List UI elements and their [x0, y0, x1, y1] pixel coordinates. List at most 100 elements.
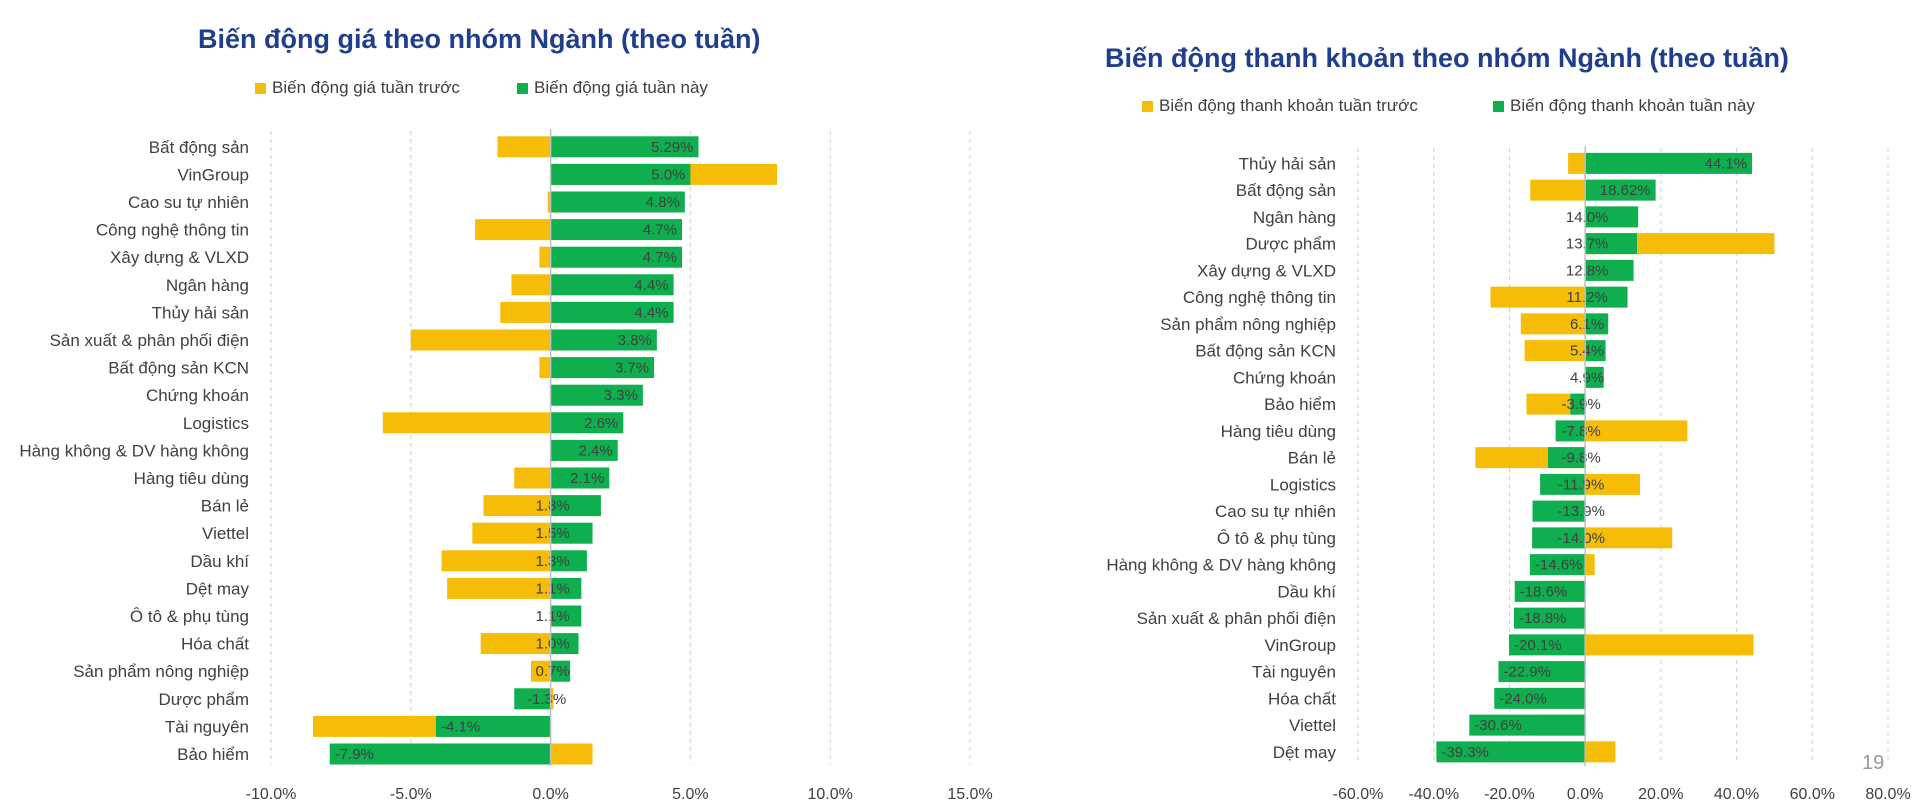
price-category-label: Dược phẩm [158, 690, 249, 709]
liquidity-category-label: Sản xuất & phân phối điện [1137, 609, 1336, 628]
liquidity-legend-label-curr: Biến động thanh khoản tuần này [1510, 96, 1755, 115]
liquidity-data-label: -18.6% [1520, 583, 1568, 600]
price-data-label: 1.1% [535, 580, 569, 597]
liquidity-bar-prev [1585, 554, 1595, 576]
price-category-label: Ô tô & phụ tùng [130, 607, 249, 626]
price-bar-prev [472, 522, 551, 544]
liquidity-data-label: -11.9% [1558, 476, 1604, 493]
liquidity-bar-curr [1436, 741, 1586, 763]
price-bar-curr [550, 191, 685, 213]
price-bar-prev [497, 136, 551, 158]
liquidity-data-label: -14.0% [1557, 530, 1605, 547]
price-category-label: Hàng tiêu dùng [134, 469, 249, 488]
price-legend-label-prev: Biến động giá tuần trước [272, 78, 460, 97]
price-x-tick-label: 0.0% [532, 786, 568, 803]
liquidity-bar-curr [1494, 687, 1586, 709]
price-data-label: 1.5% [535, 525, 569, 542]
liquidity-category-label: Dược phẩm [1245, 235, 1336, 254]
price-data-label: 1.3% [535, 553, 569, 570]
liquidity-bar-curr [1585, 366, 1604, 388]
liquidity-data-label: -18.8% [1519, 610, 1567, 627]
liquidity-legend-swatch-prev [1142, 101, 1153, 112]
liquidity-data-label: 4.9% [1570, 369, 1604, 386]
liquidity-data-label: 5.4% [1570, 343, 1604, 360]
liquidity-bar-curr [1509, 634, 1586, 656]
liquidity-bar-prev [1520, 313, 1586, 335]
liquidity-data-label: 18.62% [1600, 182, 1651, 199]
liquidity-category-label: Xây dựng & VLXD [1197, 261, 1336, 280]
liquidity-bar-curr [1498, 661, 1586, 683]
liquidity-x-tick-label: -40.0% [1408, 786, 1459, 803]
price-data-label: 1.1% [535, 608, 569, 625]
liquidity-bar-curr [1532, 500, 1586, 522]
liquidity-data-label: 14.0% [1566, 209, 1609, 226]
price-bar-curr [550, 329, 657, 351]
price-data-label: 4.4% [634, 304, 668, 321]
liquidity-bar-prev [1568, 152, 1586, 174]
price-bar-prev [447, 577, 551, 599]
liquidity-legend-label-prev: Biến động thanh khoản tuần trước [1159, 96, 1418, 115]
liquidity-data-label: -9.8% [1562, 450, 1601, 467]
liquidity-data-label: -7.8% [1562, 423, 1601, 440]
price-data-label: 3.3% [604, 387, 638, 404]
price-bar-curr [550, 412, 624, 434]
liquidity-data-label: 13.7% [1566, 236, 1609, 253]
liquidity-data-label: 44.1% [1705, 155, 1748, 172]
price-bar-prev [550, 688, 554, 710]
price-category-label: Thủy hải sản [152, 303, 249, 322]
price-category-label: Dệt may [186, 579, 250, 598]
price-data-label: -7.9% [335, 746, 374, 763]
price-category-label: Xây dựng & VLXD [110, 248, 249, 267]
liquidity-category-label: Bán lẻ [1288, 449, 1336, 468]
price-bar-prev [475, 219, 551, 241]
liquidity-category-label: Bảo hiểm [1264, 395, 1336, 414]
liquidity-data-label: 12.8% [1566, 262, 1609, 279]
liquidity-bar-prev [1585, 420, 1688, 442]
liquidity-x-tick-label: -60.0% [1333, 786, 1384, 803]
price-category-label: Bán lẻ [201, 497, 249, 516]
page-number: 19 [1862, 752, 1885, 774]
liquidity-x-tick-label: 20.0% [1638, 786, 1683, 803]
liquidity-category-label: Thủy hải sản [1239, 154, 1336, 173]
price-bar-curr [550, 136, 699, 158]
price-bar-curr [550, 605, 582, 627]
liquidity-bar-curr [1540, 473, 1586, 495]
price-category-label: Cao su tự nhiên [128, 193, 249, 212]
price-legend-swatch-curr [517, 83, 528, 94]
price-bar-prev [514, 467, 551, 489]
liquidity-category-label: Sản phẩm nông nghiệp [1160, 315, 1336, 334]
price-category-label: Viettel [202, 524, 249, 543]
liquidity-bar-prev [1530, 179, 1586, 201]
price-data-label: 0.7% [535, 663, 569, 680]
price-bar-curr [550, 301, 674, 323]
liquidity-bar-curr [1585, 206, 1639, 228]
liquidity-category-label: Logistics [1270, 475, 1336, 494]
price-category-label: Bất động sản [149, 138, 249, 157]
liquidity-data-label: -14.6% [1535, 557, 1583, 574]
liquidity-category-label: Chứng khoán [1233, 368, 1336, 387]
liquidity-category-label: Hàng không & DV hàng không [1106, 556, 1336, 575]
price-data-label: -4.1% [441, 718, 480, 735]
liquidity-chart-title: Biến động thanh khoản theo nhóm Ngành (t… [1105, 43, 1789, 73]
liquidity-bar-prev [1585, 741, 1616, 763]
liquidity-data-label: -3.9% [1562, 396, 1601, 413]
liquidity-data-label: -24.0% [1499, 690, 1547, 707]
price-bar-prev [483, 495, 551, 517]
price-legend-label-curr: Biến động giá tuần này [534, 78, 708, 97]
price-bar-curr [514, 688, 551, 710]
price-x-tick-label: 15.0% [947, 786, 992, 803]
price-bar-curr [550, 522, 593, 544]
price-bar-curr [329, 743, 551, 765]
liquidity-x-tick-label: 80.0% [1865, 786, 1910, 803]
price-legend-swatch-prev [255, 83, 266, 94]
price-bar-curr [550, 219, 683, 241]
price-bar-curr [435, 715, 551, 737]
liquidity-category-label: Bất động sản KCN [1195, 342, 1336, 361]
liquidity-data-label: 11.2% [1566, 289, 1607, 306]
price-category-label: Ngân hàng [166, 276, 249, 295]
price-bar-curr [550, 550, 587, 572]
price-category-label: Logistics [183, 414, 249, 433]
liquidity-category-label: Bất động sản [1236, 181, 1336, 200]
liquidity-category-label: Tài nguyên [1252, 663, 1336, 682]
